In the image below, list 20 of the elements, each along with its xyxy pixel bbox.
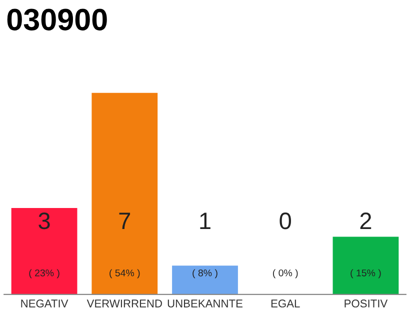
chart-title: 030900 xyxy=(7,8,107,30)
data-label: 1 xyxy=(200,212,210,230)
data-label: 0 xyxy=(280,212,292,230)
bar xyxy=(172,266,238,294)
data-label: 7 xyxy=(119,212,130,230)
x-tick-label: VERWIRREND xyxy=(86,300,162,308)
x-tick-label: POSITIV xyxy=(344,300,388,308)
annotation: ( 54% ) xyxy=(110,269,140,278)
bar xyxy=(11,208,78,294)
data-label: 3 xyxy=(38,212,50,230)
annotation: ( 15% ) xyxy=(350,269,381,278)
annotation: ( 23% ) xyxy=(29,269,60,278)
data-label: 2 xyxy=(360,212,372,230)
x-tick-label: EGAL xyxy=(271,300,300,308)
bar xyxy=(332,236,399,294)
annotation: ( 0% ) xyxy=(273,269,298,278)
x-tick-label: NEGATIV xyxy=(21,300,68,308)
annotation: ( 8% ) xyxy=(192,269,218,278)
bar xyxy=(92,92,158,294)
x-tick-label: UNBEKANNTE xyxy=(168,300,242,308)
